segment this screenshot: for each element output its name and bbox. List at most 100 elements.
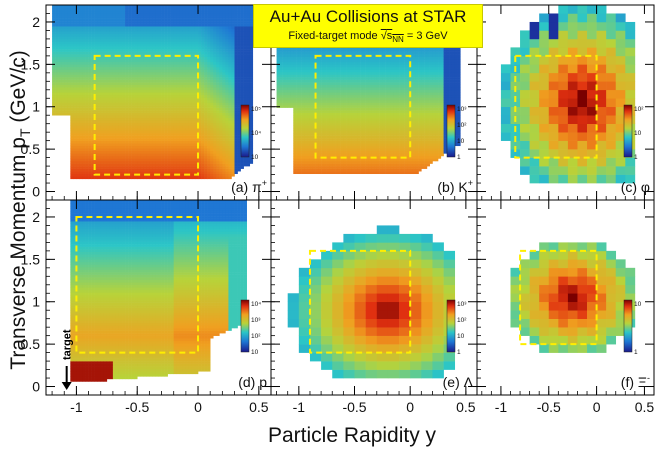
heatmap-cell xyxy=(73,150,77,154)
heatmap-cell xyxy=(109,171,114,175)
heatmap-cell xyxy=(94,10,98,14)
heatmap-cell xyxy=(109,82,114,85)
heatmap-cell xyxy=(97,74,102,78)
heatmap-cell xyxy=(298,82,302,85)
heatmap-cell xyxy=(140,8,144,12)
heatmap-cell xyxy=(204,161,208,164)
heatmap-cell xyxy=(219,64,223,68)
heatmap-cell xyxy=(188,161,193,164)
heatmap-cell xyxy=(213,66,217,70)
heatmap-cell xyxy=(167,28,171,32)
heatmap-cell xyxy=(137,171,141,175)
heatmap-cell xyxy=(52,31,56,35)
heatmap-cell xyxy=(97,163,102,167)
heatmap-cell xyxy=(293,74,297,78)
heatmap-cell xyxy=(201,61,205,65)
heatmap-cell xyxy=(204,120,208,124)
heatmap-cell xyxy=(103,87,108,91)
heatmap-cell xyxy=(73,133,77,136)
heatmap-cell xyxy=(194,122,199,126)
heatmap-cell xyxy=(188,99,193,103)
heatmap-cell xyxy=(149,49,153,52)
heatmap-cell xyxy=(112,105,117,108)
heatmap-cell xyxy=(164,158,168,162)
heatmap-cell xyxy=(152,38,156,42)
heatmap-cell xyxy=(182,36,187,40)
heatmap-cell xyxy=(182,92,187,96)
heatmap-cell xyxy=(201,69,205,73)
heatmap-cell xyxy=(61,28,65,32)
heatmap-cell xyxy=(228,66,232,70)
heatmap-cell xyxy=(137,135,141,139)
heatmap-cell xyxy=(176,143,181,147)
heatmap-cell xyxy=(70,115,74,119)
heatmap-cell xyxy=(106,127,111,131)
heatmap-cell xyxy=(55,23,59,27)
heatmap-cell xyxy=(234,56,238,60)
heatmap-cell xyxy=(176,49,181,52)
heatmap-cell xyxy=(222,13,226,17)
heatmap-cell xyxy=(179,155,184,159)
heatmap-cell xyxy=(173,135,178,139)
heatmap-cell xyxy=(276,71,280,75)
heatmap-cell xyxy=(167,150,171,154)
heatmap-cell xyxy=(231,115,235,119)
heatmap-cell xyxy=(131,46,135,50)
heatmap-cell xyxy=(201,38,205,42)
heatmap-cell xyxy=(103,166,108,169)
heatmap-cell xyxy=(158,173,162,177)
heatmap-cell xyxy=(103,117,108,121)
heatmap-cell xyxy=(125,51,129,55)
heatmap-cell xyxy=(128,120,132,124)
heatmap-cell xyxy=(298,127,302,131)
heatmap-cell xyxy=(79,110,83,113)
heatmap-cell xyxy=(164,150,168,154)
heatmap-cell xyxy=(234,158,238,162)
heatmap-cell xyxy=(204,112,208,116)
heatmap-cell xyxy=(152,41,156,45)
heatmap-cell xyxy=(198,125,202,129)
heatmap-cell xyxy=(131,77,135,80)
heatmap-cell xyxy=(115,94,120,98)
heatmap-cell xyxy=(131,92,135,96)
heatmap-cell xyxy=(179,74,184,78)
heatmap-cell xyxy=(304,145,308,149)
heatmap-cell xyxy=(58,66,62,70)
heatmap-cell xyxy=(167,138,171,141)
heatmap-cell xyxy=(103,89,108,93)
heatmap-cell xyxy=(198,61,202,65)
heatmap-cell xyxy=(170,31,174,35)
heatmap-cell xyxy=(170,79,174,83)
heatmap-cell xyxy=(240,77,244,80)
heatmap-cell xyxy=(240,82,244,85)
heatmap-cell xyxy=(158,23,162,27)
heatmap-cell xyxy=(234,46,238,50)
heatmap-cell xyxy=(109,163,114,167)
heatmap-cell xyxy=(97,8,102,12)
heatmap-cell xyxy=(219,5,223,7)
heatmap-cell xyxy=(179,127,184,131)
heatmap-cell xyxy=(207,82,211,85)
heatmap-cell xyxy=(216,163,220,167)
heatmap-cell xyxy=(216,5,220,7)
heatmap-cell xyxy=(234,54,238,58)
heatmap-cell xyxy=(115,10,120,14)
heatmap-cell xyxy=(112,150,117,154)
heatmap-cell xyxy=(149,158,153,162)
heatmap-cell xyxy=(125,69,129,73)
heatmap-cell xyxy=(128,140,132,144)
heatmap-cell xyxy=(234,92,238,96)
heatmap-cell xyxy=(115,105,120,108)
heatmap-cell xyxy=(231,125,235,129)
heatmap-cell xyxy=(228,71,232,75)
heatmap-cell xyxy=(100,74,105,78)
heatmap-cell xyxy=(161,10,165,14)
heatmap-cell xyxy=(201,99,205,103)
heatmap-cell xyxy=(143,110,147,113)
heatmap-cell xyxy=(290,105,294,108)
heatmap-cell xyxy=(79,89,83,93)
heatmap-cell xyxy=(149,33,153,37)
heatmap-cell xyxy=(97,46,102,50)
heatmap-cell xyxy=(237,84,241,88)
heatmap-cell xyxy=(149,153,153,157)
